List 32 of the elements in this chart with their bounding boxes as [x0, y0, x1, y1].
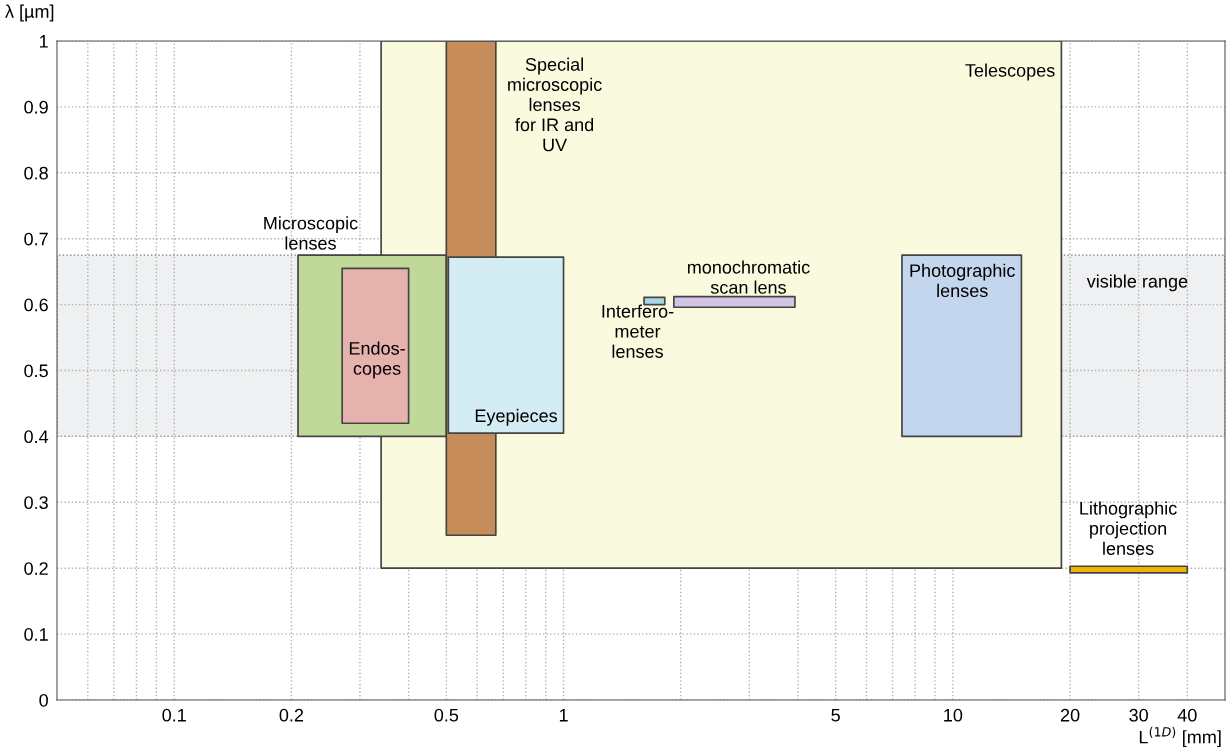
y-tick-label: 0 [39, 693, 48, 707]
series-label: Interfero- meter lenses [602, 304, 674, 358]
y-tick-label: 0.1 [24, 628, 48, 641]
x-axis-title: L$^{(1D)}$ [mm] [1139, 726, 1221, 748]
y-tick-label: 0.8 [24, 166, 48, 180]
series-label: Photographic lenses [910, 263, 1015, 298]
series-label: Microscopic lenses [264, 216, 358, 250]
series-label: monochromatic scan lens [687, 260, 810, 294]
x-tick-label: 0.5 [434, 708, 459, 722]
x-tick-label: 40 [1177, 708, 1197, 722]
y-tick-label: 0.9 [24, 100, 48, 114]
series-label: Eyepieces [475, 408, 558, 426]
series-label: Endos- copes [349, 341, 405, 379]
x-tick-label: 1 [559, 709, 568, 722]
x-tick-label: 30 [1129, 708, 1148, 722]
x-tick-label: 5 [831, 709, 840, 722]
y-tick-label: 0.6 [24, 298, 48, 312]
x-tick-label: 0.2 [279, 708, 304, 722]
series-label: Telescopes [965, 63, 1055, 81]
y-tick-label: 0.7 [24, 232, 48, 246]
y-tick-label: 1 [40, 35, 48, 48]
y-tick-label: 0.4 [24, 430, 49, 444]
y-tick-label: 0.5 [24, 364, 48, 378]
x-tick-label: 10 [944, 708, 963, 722]
series-label: Lithographic projection lenses [1080, 501, 1177, 555]
series-label: Special microscopic lenses for IR and UV [508, 57, 602, 152]
x-tick-label: 0.1 [162, 708, 186, 722]
band-label: visible range [1086, 274, 1188, 292]
y-tick-label: 0.2 [24, 562, 48, 575]
y-tick-label: 0.3 [24, 496, 48, 510]
y-axis-title: λ [µm] [5, 4, 54, 22]
x-tick-label: 20 [1060, 708, 1080, 722]
